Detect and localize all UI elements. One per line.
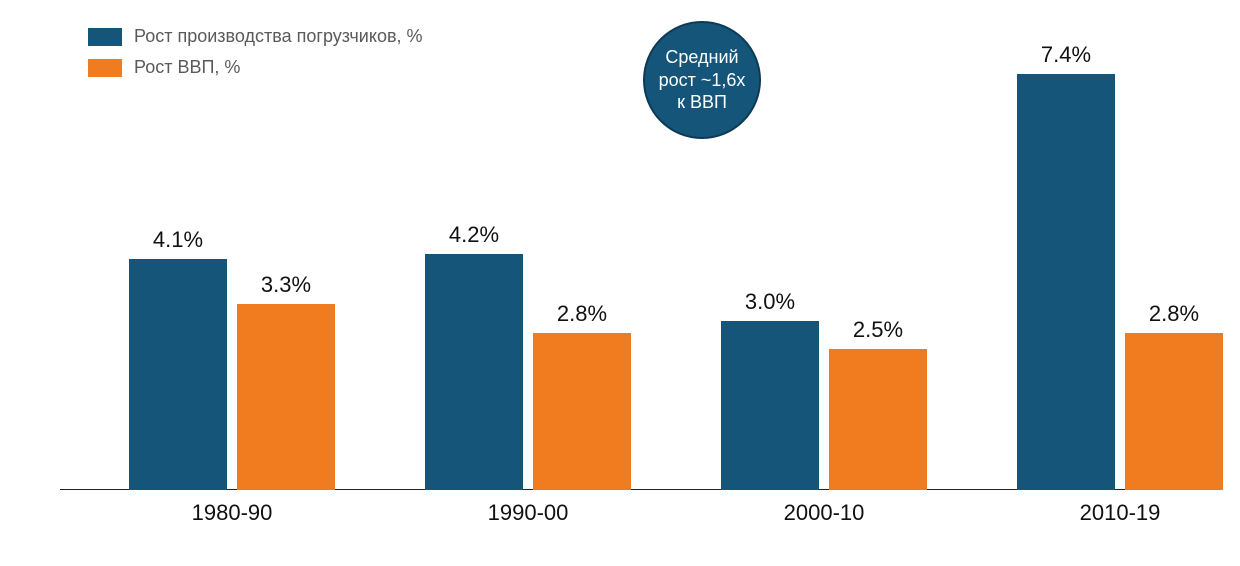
bar-label-s0-0: 4.1% <box>129 227 227 259</box>
callout-circle: Средний рост ~1,6x к ВВП <box>643 21 761 139</box>
bar-s0-3: 7.4% <box>1017 74 1115 490</box>
bar-s0-0: 4.1% <box>129 259 227 490</box>
plot-area: 4.1%3.3%1980-904.2%2.8%1990-003.0%2.5%20… <box>60 40 1200 490</box>
bar-group-1: 4.2%2.8%1990-00 <box>425 40 631 490</box>
bar-label-s0-2: 3.0% <box>721 289 819 321</box>
bar-group-0: 4.1%3.3%1980-90 <box>129 40 335 490</box>
bar-s1-2: 2.5% <box>829 349 927 490</box>
bar-s0-2: 3.0% <box>721 321 819 490</box>
bar-label-s1-3: 2.8% <box>1125 301 1223 333</box>
x-label-0: 1980-90 <box>129 490 335 526</box>
bar-group-3: 7.4%2.8%2010-19 <box>1017 40 1223 490</box>
bar-s1-3: 2.8% <box>1125 333 1223 491</box>
bar-label-s0-3: 7.4% <box>1017 42 1115 74</box>
callout-text: Средний рост ~1,6x к ВВП <box>659 46 746 114</box>
bar-s1-1: 2.8% <box>533 333 631 491</box>
bar-label-s1-2: 2.5% <box>829 317 927 349</box>
bar-s1-0: 3.3% <box>237 304 335 490</box>
bar-label-s1-1: 2.8% <box>533 301 631 333</box>
x-label-2: 2000-10 <box>721 490 927 526</box>
x-label-1: 1990-00 <box>425 490 631 526</box>
x-label-3: 2010-19 <box>1017 490 1223 526</box>
bar-label-s0-1: 4.2% <box>425 222 523 254</box>
bar-s0-1: 4.2% <box>425 254 523 490</box>
bar-label-s1-0: 3.3% <box>237 272 335 304</box>
chart-root: Рост производства погрузчиков, % Рост ВВ… <box>0 0 1240 566</box>
